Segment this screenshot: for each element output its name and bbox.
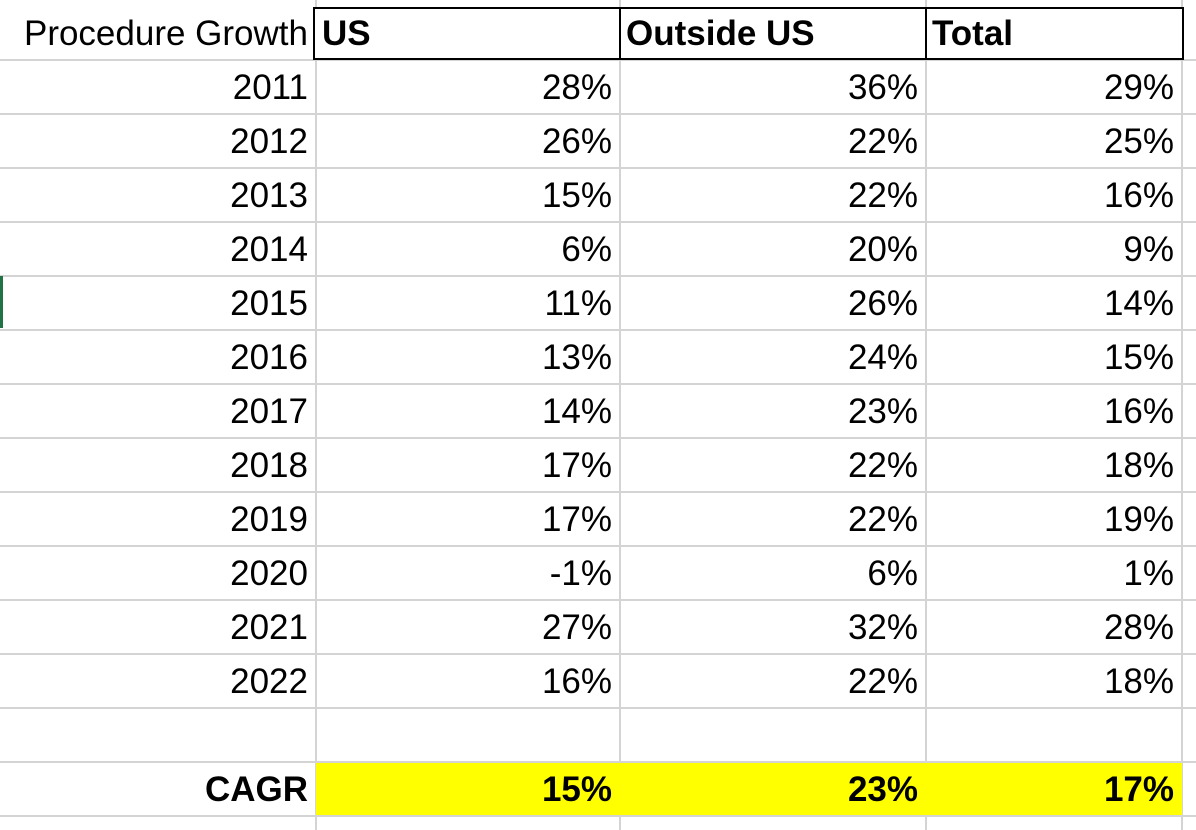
data-cell[interactable]: 23% [847, 391, 918, 431]
row-label-cell[interactable]: 2018 [230, 445, 308, 485]
data-cell[interactable]: 20% [847, 229, 918, 269]
gridline-horizontal [0, 383, 1196, 385]
gridline-vertical [619, 0, 621, 830]
gridline-horizontal [0, 491, 1196, 493]
data-cell[interactable]: 22% [847, 121, 918, 161]
data-cell[interactable]: 16% [1103, 391, 1174, 431]
cagr-value-cell[interactable]: 17% [1103, 769, 1174, 809]
data-cell[interactable]: 28% [541, 67, 612, 107]
header-cell-1[interactable]: Outside US [626, 13, 815, 53]
data-cell[interactable]: 13% [541, 337, 612, 377]
data-cell[interactable]: 36% [847, 67, 918, 107]
gridline-horizontal [0, 329, 1196, 331]
data-cell[interactable]: 22% [847, 661, 918, 701]
row-label-cell[interactable]: 2020 [230, 553, 308, 593]
data-cell[interactable]: 25% [1103, 121, 1174, 161]
data-cell[interactable]: 11% [544, 283, 612, 323]
data-cell[interactable]: 27% [541, 607, 612, 647]
header-cell-2[interactable]: Total [932, 13, 1014, 53]
selection-indicator [0, 276, 3, 328]
data-cell[interactable]: 29% [1103, 67, 1174, 107]
gridline-horizontal [0, 653, 1196, 655]
row-label-cell[interactable]: 2019 [230, 499, 308, 539]
gridline-horizontal [0, 761, 1196, 763]
row-label-cell[interactable]: 2017 [230, 391, 308, 431]
header-cell-row-label[interactable]: Procedure Growth [23, 13, 308, 53]
data-cell[interactable]: 22% [847, 175, 918, 215]
gridline-horizontal [0, 275, 1196, 277]
row-label-cell[interactable]: 2011 [232, 67, 308, 107]
gridline-vertical [925, 0, 927, 830]
data-cell[interactable]: 6% [561, 229, 612, 269]
data-cell[interactable]: 26% [541, 121, 612, 161]
data-cell[interactable]: 19% [1103, 499, 1174, 539]
gridline-horizontal [0, 167, 1196, 169]
header-cell-0[interactable]: US [322, 13, 371, 53]
row-label-cell[interactable]: 2022 [230, 661, 308, 701]
row-label-cell[interactable]: 2021 [230, 607, 308, 647]
data-cell[interactable]: 22% [847, 445, 918, 485]
data-cell[interactable]: 32% [847, 607, 918, 647]
data-cell[interactable]: 17% [541, 445, 612, 485]
gridline-horizontal [0, 815, 1196, 817]
data-cell[interactable]: 17% [541, 499, 612, 539]
row-label-cell[interactable]: 2014 [230, 229, 308, 269]
cagr-value-cell[interactable]: 15% [541, 769, 612, 809]
header-divider [925, 7, 927, 60]
data-cell[interactable]: 9% [1123, 229, 1174, 269]
cagr-label-cell[interactable]: CAGR [204, 769, 308, 809]
data-cell[interactable]: 6% [867, 553, 918, 593]
data-cell[interactable]: 24% [847, 337, 918, 377]
data-cell[interactable]: 14% [1103, 283, 1174, 323]
data-cell[interactable]: 22% [847, 499, 918, 539]
cagr-value-cell[interactable]: 23% [847, 769, 918, 809]
data-cell[interactable]: -1% [549, 553, 612, 593]
data-cell[interactable]: 26% [847, 283, 918, 323]
data-cell[interactable]: 1% [1123, 553, 1174, 593]
gridline-vertical [1181, 0, 1183, 830]
data-cell[interactable]: 15% [541, 175, 612, 215]
row-label-cell[interactable]: 2015 [230, 283, 308, 323]
row-label-cell[interactable]: 2012 [230, 121, 308, 161]
gridline-horizontal [0, 113, 1196, 115]
gridline-horizontal [0, 545, 1196, 547]
gridline-vertical [315, 0, 317, 830]
data-cell[interactable]: 18% [1103, 661, 1174, 701]
data-cell[interactable]: 16% [541, 661, 612, 701]
cagr-highlight [316, 763, 1182, 815]
data-cell[interactable]: 28% [1103, 607, 1174, 647]
header-border [313, 7, 1184, 60]
header-divider [619, 7, 621, 60]
gridline-horizontal [0, 221, 1196, 223]
gridline-horizontal [0, 437, 1196, 439]
gridline-horizontal [0, 599, 1196, 601]
data-cell[interactable]: 15% [1103, 337, 1174, 377]
gridline-horizontal [0, 707, 1196, 709]
gridline-horizontal [0, 59, 1196, 61]
data-cell[interactable]: 16% [1103, 175, 1174, 215]
row-label-cell[interactable]: 2013 [230, 175, 308, 215]
data-cell[interactable]: 14% [541, 391, 612, 431]
row-label-cell[interactable]: 2016 [230, 337, 308, 377]
data-cell[interactable]: 18% [1103, 445, 1174, 485]
